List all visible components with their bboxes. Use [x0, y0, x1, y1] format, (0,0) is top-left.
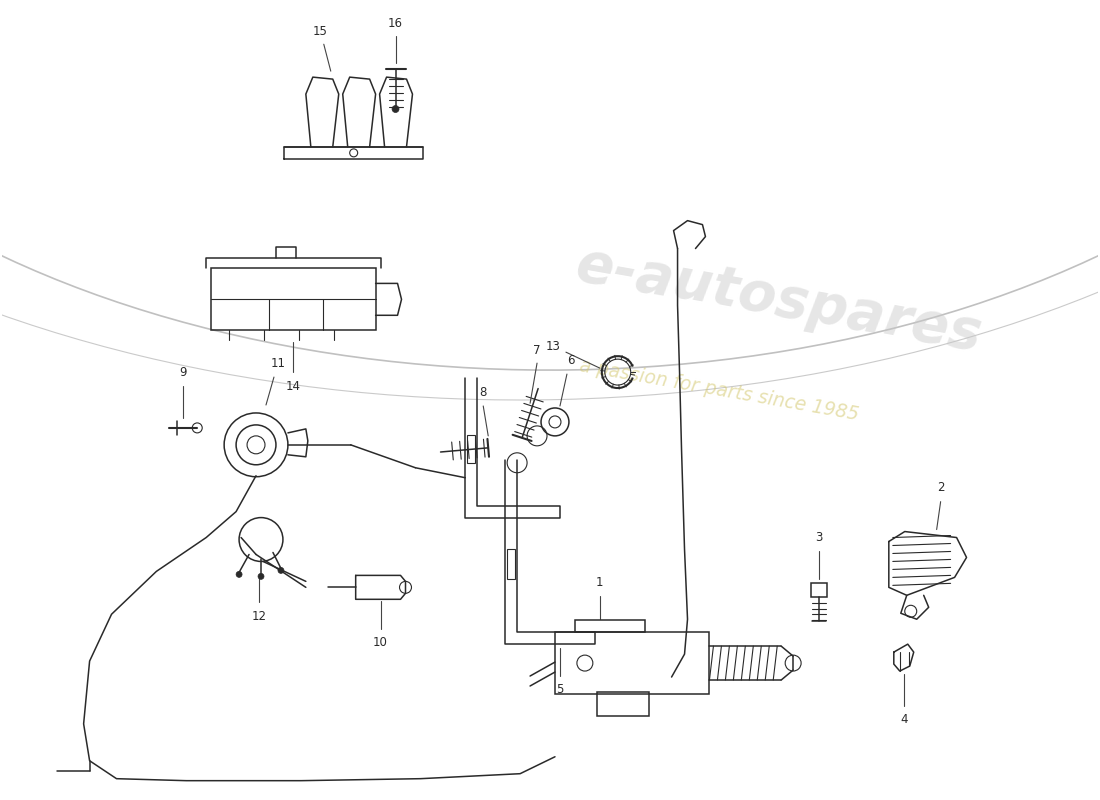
Text: 1: 1 [596, 576, 604, 589]
Circle shape [258, 574, 264, 579]
Text: 4: 4 [900, 714, 908, 726]
Bar [556, 632, 710, 694]
Bar [507, 550, 515, 579]
Text: 11: 11 [271, 357, 285, 370]
Circle shape [392, 106, 399, 113]
Text: 7: 7 [534, 344, 541, 357]
Bar [468, 435, 475, 462]
Text: 5: 5 [557, 683, 563, 697]
Bar [575, 620, 645, 632]
Bar [211, 269, 375, 330]
Text: 10: 10 [373, 636, 388, 649]
Circle shape [236, 571, 242, 578]
Text: 9: 9 [179, 366, 187, 378]
Text: 12: 12 [252, 610, 266, 622]
Text: e-autospares: e-autospares [572, 238, 986, 362]
Text: a passion for parts since 1985: a passion for parts since 1985 [579, 356, 860, 424]
Bar [597, 692, 649, 716]
Circle shape [278, 567, 284, 574]
Text: 16: 16 [388, 17, 403, 30]
Text: 15: 15 [312, 25, 327, 38]
Text: 8: 8 [480, 386, 487, 398]
Text: 3: 3 [815, 531, 823, 544]
Text: 13: 13 [546, 340, 560, 353]
Bar [811, 583, 827, 598]
Text: 2: 2 [937, 481, 945, 494]
Text: 14: 14 [286, 379, 301, 393]
Text: 6: 6 [568, 354, 574, 366]
